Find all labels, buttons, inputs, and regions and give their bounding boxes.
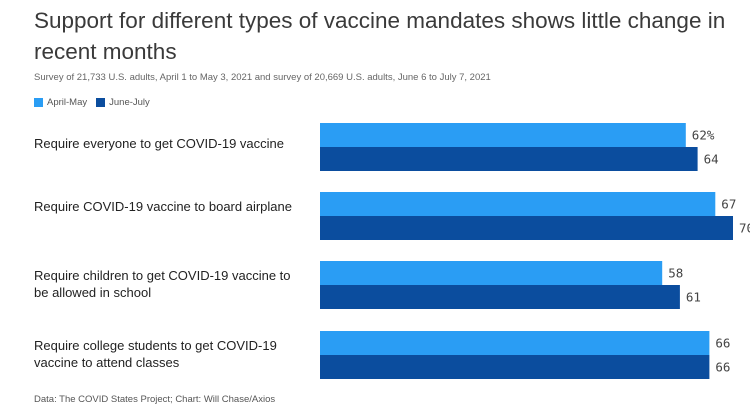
- value-label-april-may-airplane: 67: [721, 197, 736, 212]
- chart-subtitle: Survey of 21,733 U.S. adults, April 1 to…: [34, 72, 491, 83]
- value-label-june-july-college: 66: [715, 360, 730, 375]
- bar-june-july-college: [320, 355, 710, 379]
- legend-label-april-may: April-May: [47, 97, 88, 108]
- value-label-june-july-airplane: 70: [739, 221, 750, 236]
- chart-title: Support for different types of vaccine m…: [34, 8, 726, 64]
- value-label-june-july-school: 61: [686, 290, 701, 305]
- value-label-april-may-everyone: 62%: [692, 128, 715, 143]
- legend-swatch-june-july: [96, 98, 106, 107]
- legend: April-May June-July: [34, 97, 159, 108]
- bar-june-july-everyone: [320, 147, 698, 171]
- bar-april-may-college: [320, 331, 710, 355]
- bar-june-july-airplane: [320, 216, 733, 240]
- bar-april-may-everyone: [320, 123, 686, 147]
- bar-april-may-airplane: [320, 192, 716, 216]
- value-label-april-may-college: 66: [715, 336, 730, 351]
- category-label-everyone: Require everyone to get COVID-19 vaccine: [34, 136, 285, 151]
- bar-april-may-school: [320, 261, 663, 285]
- bar-june-july-school: [320, 285, 680, 309]
- legend-label-june-july: June-July: [109, 97, 150, 108]
- value-label-april-may-school: 58: [668, 266, 683, 281]
- legend-item-june-july: June-July: [96, 97, 150, 108]
- value-label-june-july-everyone: 64: [704, 152, 719, 167]
- source-note: Data: The COVID States Project; Chart: W…: [34, 394, 276, 405]
- legend-item-april-may: April-May: [34, 97, 87, 108]
- legend-swatch-april-may: [34, 98, 43, 107]
- category-label-college: Require college students to get COVID-19…: [34, 338, 277, 370]
- category-label-airplane: Require COVID-19 vaccine to board airpla…: [34, 199, 292, 214]
- category-label-school: Require children to get COVID-19 vaccine…: [34, 268, 291, 300]
